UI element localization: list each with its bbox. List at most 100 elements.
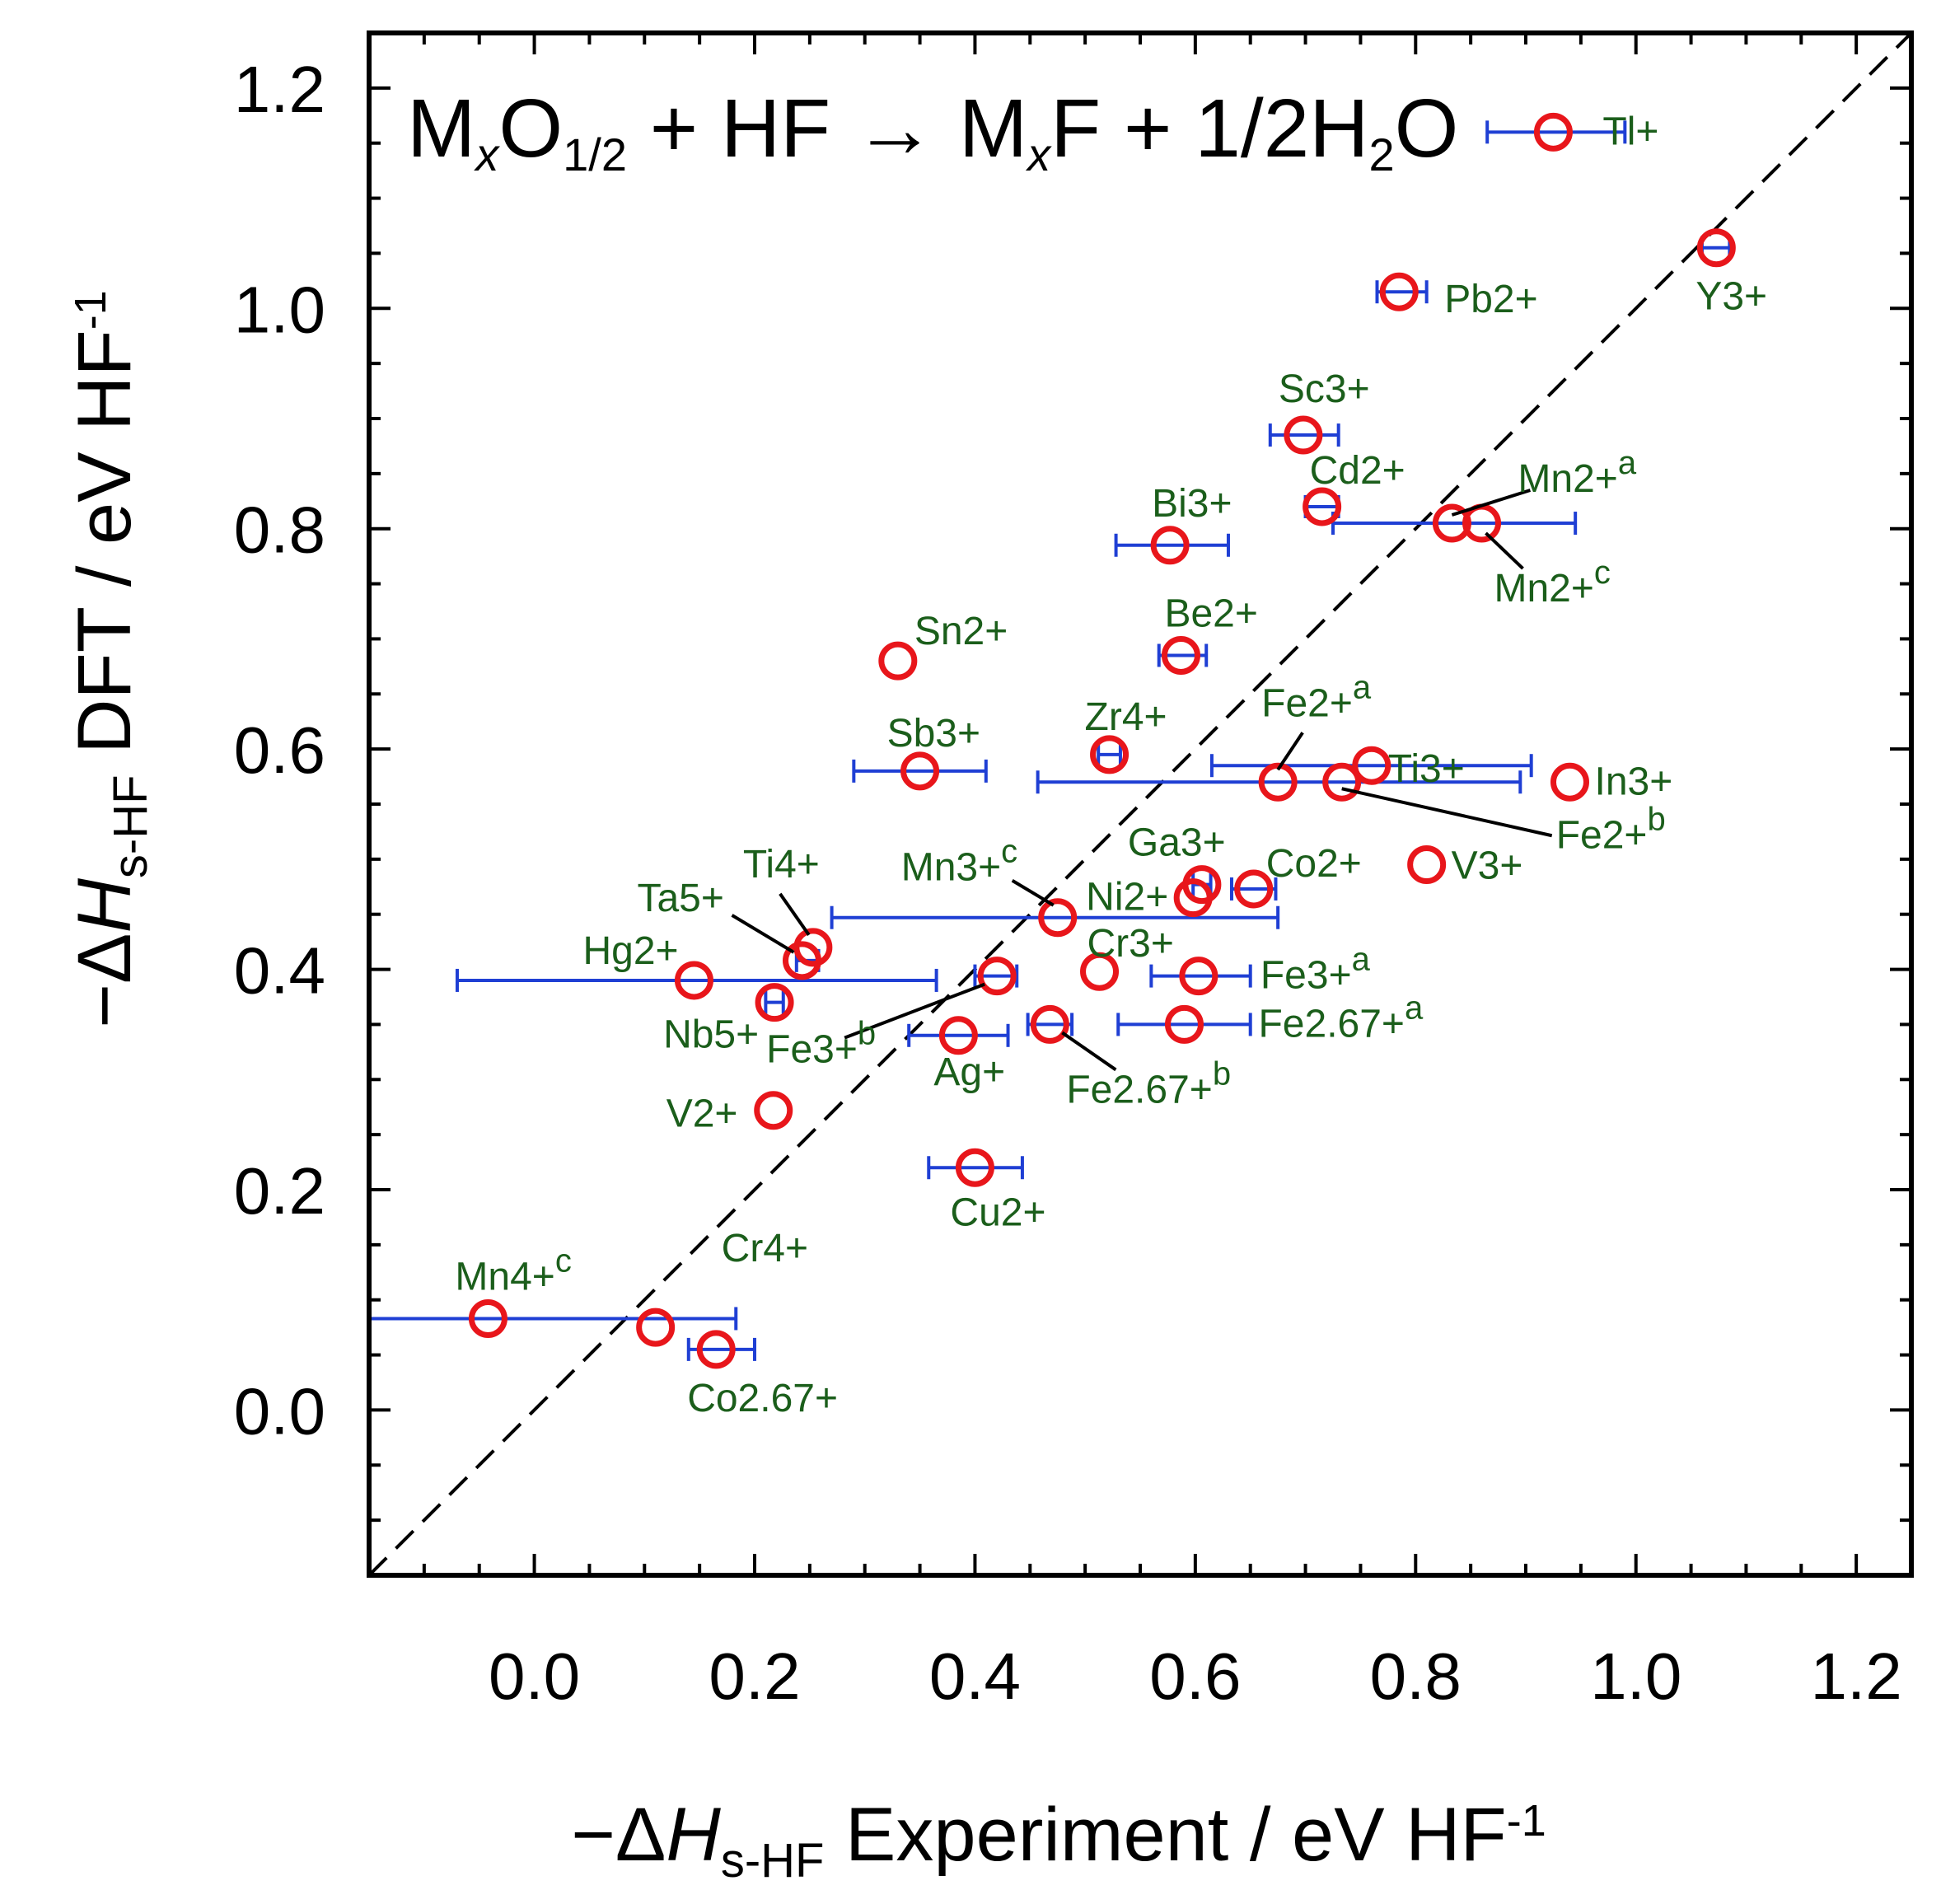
leader-line-mn2plus-a xyxy=(1451,489,1532,517)
point-v2plus xyxy=(754,1091,793,1130)
label-y3plus: Y3+ xyxy=(1695,275,1767,319)
y-tick-label: 1.0 xyxy=(234,273,325,346)
x-tick-label: 1.0 xyxy=(1590,1640,1681,1713)
errorbar-sc3plus xyxy=(1268,423,1340,447)
point-nb5plus xyxy=(755,983,794,1022)
y-axis-label: −ΔHs-HF DFT / eV HF-1 xyxy=(63,290,157,1027)
point-pb2plus xyxy=(1379,272,1419,311)
point-mn2plus-a xyxy=(1432,503,1471,543)
x-tick-label: 0.0 xyxy=(489,1640,580,1713)
label-sb3plus: Sb3+ xyxy=(887,712,980,756)
point-sc3plus xyxy=(1284,415,1323,455)
point-cd2plus xyxy=(1303,487,1342,526)
errorbar-ti3plus xyxy=(1209,754,1533,778)
point-y3plus xyxy=(1696,228,1736,268)
label-fe3plus-a: Fe3+a xyxy=(1260,942,1371,998)
point-mn4plus-c xyxy=(468,1298,507,1338)
errorbar-bi3plus xyxy=(1114,533,1230,557)
y-tick-label: 0.6 xyxy=(234,713,325,787)
point-fe2p67plus-b xyxy=(1030,1004,1069,1044)
leader-line-fe2plus-a xyxy=(1276,732,1304,771)
label-co2plus: Co2+ xyxy=(1266,842,1362,886)
chart-title: MxO1/2 + HF → MxF + 1/2H2O xyxy=(407,82,1458,180)
errorbar-mn4plus-c xyxy=(367,1307,738,1331)
y-tick-label: 0.2 xyxy=(234,1154,325,1228)
errorbar-fe2p67plus-a xyxy=(1116,1013,1252,1036)
label-mn3plus-c: Mn3+c xyxy=(901,834,1017,890)
errorbar-mn3plus-c xyxy=(830,905,1280,929)
x-tick-label: 0.2 xyxy=(709,1640,800,1713)
point-fe3plus-a xyxy=(1179,957,1218,996)
label-mn2plus-c: Mn2+c xyxy=(1494,554,1611,610)
errorbar-agplus xyxy=(907,1023,1010,1047)
label-fe3plus-b: Fe3+b xyxy=(766,1016,876,1072)
errorbar-sb3plus xyxy=(852,759,988,783)
point-sn2plus xyxy=(878,641,918,681)
label-co2p67plus: Co2.67+ xyxy=(687,1377,838,1420)
errorbar-nb5plus xyxy=(764,990,785,1014)
point-hg2plus xyxy=(674,961,713,1000)
leader-line-fe2plus-b xyxy=(1341,787,1553,838)
label-tlplus: Tl+ xyxy=(1602,110,1658,153)
label-ga3plus: Ga3+ xyxy=(1128,821,1226,865)
point-fe2plus-a xyxy=(1258,762,1298,802)
point-v3plus xyxy=(1407,845,1447,885)
point-bi3plus xyxy=(1150,526,1190,565)
point-agplus xyxy=(938,1016,978,1055)
label-mn4plus-c: Mn4+c xyxy=(455,1242,571,1298)
label-in3plus: In3+ xyxy=(1594,760,1672,803)
label-mn2plus-a: Mn2+a xyxy=(1518,445,1636,501)
label-agplus: Ag+ xyxy=(933,1050,1005,1094)
leader-line-fe3plus-b xyxy=(844,982,985,1040)
point-mn3plus-c xyxy=(1038,898,1078,938)
errorbar-fe3plus-a xyxy=(1149,964,1252,988)
label-v2plus: V2+ xyxy=(666,1092,738,1136)
reference-line-y-equals-x xyxy=(367,31,1913,1577)
point-sb3plus xyxy=(900,751,940,791)
point-ni2plus xyxy=(1173,878,1213,918)
label-pb2plus: Pb2+ xyxy=(1444,278,1537,321)
label-cr3plus: Cr3+ xyxy=(1087,922,1174,966)
y-tick-label: 0.4 xyxy=(234,934,325,1008)
point-cr3plus xyxy=(1080,952,1120,991)
point-ti3plus xyxy=(1352,746,1391,785)
point-fe2p67plus-a xyxy=(1164,1004,1204,1044)
point-ta5plus xyxy=(782,941,821,980)
errorbar-hg2plus xyxy=(455,968,938,992)
label-zr4plus: Zr4+ xyxy=(1085,695,1167,739)
errorbar-zr4plus xyxy=(1097,742,1122,766)
leader-line-ti4plus xyxy=(779,892,811,936)
leader-line-mn3plus-c xyxy=(1011,879,1055,907)
point-co2p67plus xyxy=(696,1330,736,1369)
label-fe2p67plus-b: Fe2.67+b xyxy=(1066,1055,1231,1111)
label-fe2plus-b: Fe2+b xyxy=(1556,801,1666,857)
label-ta5plus: Ta5+ xyxy=(637,877,723,920)
label-fe2plus-a: Fe2+a xyxy=(1261,669,1372,725)
point-fe3plus-b xyxy=(977,957,1017,996)
x-tick-label: 0.6 xyxy=(1149,1640,1241,1713)
errorbar-fe2plus-b xyxy=(1036,770,1522,794)
label-be2plus: Be2+ xyxy=(1164,592,1257,635)
label-ti4plus: Ti4+ xyxy=(743,843,820,887)
leader-line-ta5plus xyxy=(731,914,795,954)
label-bi3plus: Bi3+ xyxy=(1152,482,1232,526)
point-cu2plus xyxy=(955,1148,994,1187)
point-in3plus xyxy=(1550,762,1589,802)
x-tick-label: 0.8 xyxy=(1370,1640,1462,1713)
point-cr4plus xyxy=(636,1308,676,1347)
label-v3plus: V3+ xyxy=(1452,844,1523,888)
label-cu2plus: Cu2+ xyxy=(950,1191,1045,1234)
point-zr4plus xyxy=(1090,735,1130,774)
y-tick-label: 0.0 xyxy=(234,1374,325,1448)
point-be2plus xyxy=(1161,635,1200,675)
y-tick-label: 0.8 xyxy=(234,494,325,567)
leader-line-mn2plus-c xyxy=(1485,531,1524,570)
point-fe2plus-b xyxy=(1322,762,1362,802)
point-tlplus xyxy=(1533,112,1573,152)
label-ni2plus: Ni2+ xyxy=(1086,876,1168,919)
errorbar-cu2plus xyxy=(927,1156,1024,1180)
label-cd2plus: Cd2+ xyxy=(1310,449,1405,493)
errorbar-y3plus xyxy=(1700,236,1732,260)
